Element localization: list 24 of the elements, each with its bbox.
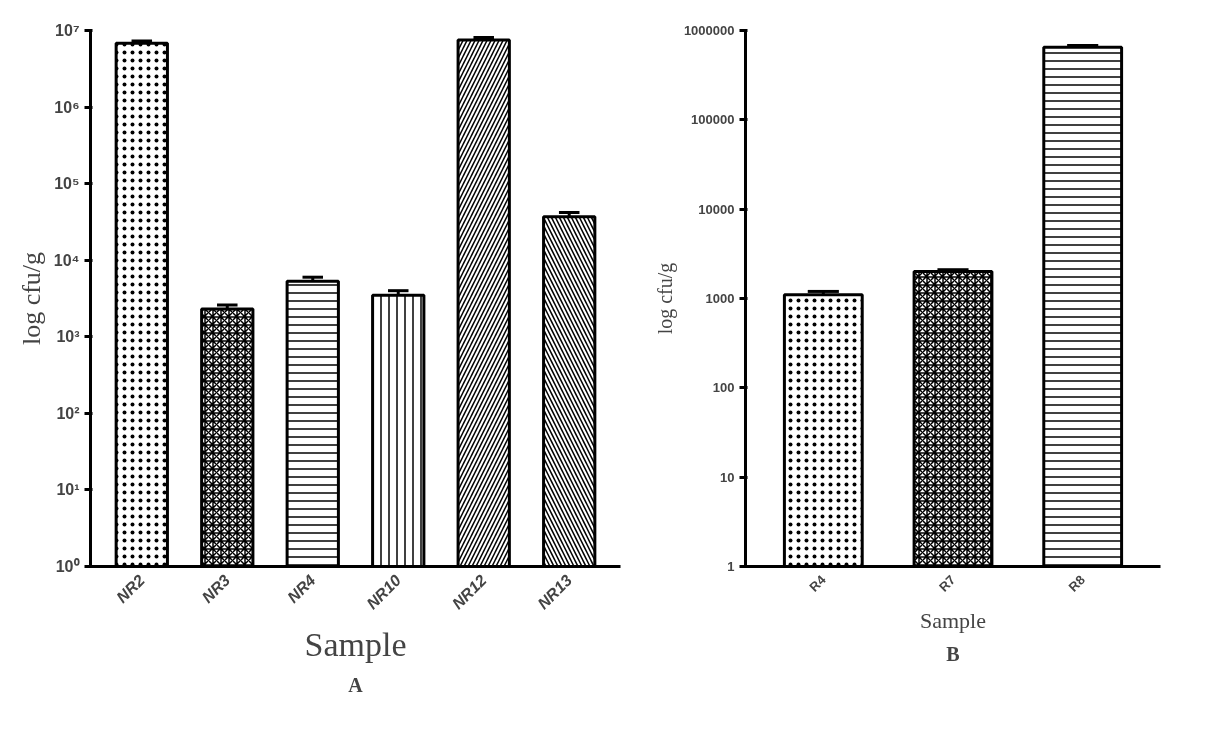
y-tick-label: 100000 xyxy=(691,112,735,128)
text: A xyxy=(348,673,364,696)
x-tick-label: R8 xyxy=(1065,572,1088,595)
y-tick-label: 10⁴ xyxy=(53,251,80,269)
x-tick-label: R4 xyxy=(806,571,830,595)
y-tick-label: 10⁵ xyxy=(54,175,80,193)
y-tick-label: 10⁰ xyxy=(55,558,80,575)
y-tick-label: 1000000 xyxy=(683,23,735,38)
y-tick-label: 10¹ xyxy=(56,481,80,499)
y-tick-label: 100 xyxy=(712,380,735,396)
y-tick-label: 10000 xyxy=(698,201,735,217)
y-tick-label: 10² xyxy=(56,404,80,422)
y-tick-label: 10⁶ xyxy=(54,98,80,116)
text: B xyxy=(946,642,960,665)
y-tick-label: 1000 xyxy=(705,291,735,306)
y-tick-label: 1 xyxy=(727,559,735,574)
x-tick-label: R7 xyxy=(935,572,959,595)
y-axis-title: log cfu/g xyxy=(16,251,46,346)
y-tick-label: 10³ xyxy=(56,328,80,346)
y-axis-title: log cfu/g xyxy=(653,262,677,335)
x-axis-title: Sample xyxy=(920,607,987,633)
x-axis-title: Sample xyxy=(304,626,407,664)
y-tick-label: 10 xyxy=(720,469,735,485)
y-tick-label: 10⁷ xyxy=(55,22,80,39)
